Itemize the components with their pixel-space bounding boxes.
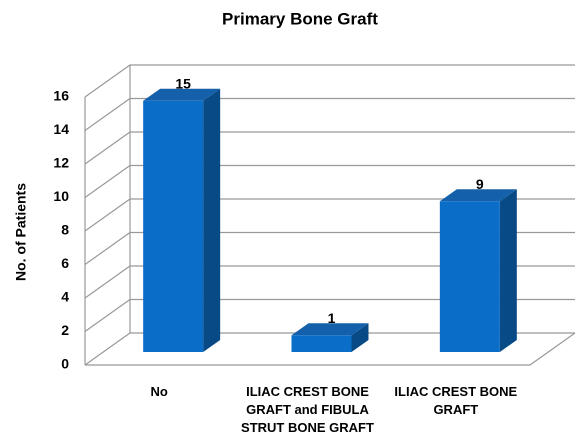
data-label: 9 bbox=[476, 176, 484, 192]
grid-line bbox=[84, 231, 575, 265]
grid-line bbox=[84, 164, 575, 198]
y-axis-label: No. of Patients bbox=[13, 183, 29, 281]
y-tick-label: 2 bbox=[61, 322, 69, 338]
grid-line bbox=[84, 332, 575, 366]
grid-line bbox=[84, 198, 575, 232]
y-tick-label: 12 bbox=[53, 155, 69, 171]
y-tick-label: 14 bbox=[53, 121, 69, 137]
y-tick-label: 16 bbox=[53, 88, 69, 104]
bar-side bbox=[499, 189, 517, 352]
x-tick-label: ILIAC CREST BONE GRAFT and FIBULA STRUT … bbox=[241, 384, 374, 435]
bar-top bbox=[143, 88, 221, 101]
bar bbox=[291, 335, 352, 352]
floor-edge bbox=[85, 332, 576, 366]
data-label: 15 bbox=[175, 75, 191, 91]
bar-side bbox=[203, 88, 221, 352]
bar-side bbox=[351, 323, 369, 352]
grid-line bbox=[84, 64, 575, 98]
grid-line bbox=[84, 131, 575, 165]
y-tick-label: 6 bbox=[61, 255, 69, 271]
y-tick-label: 10 bbox=[53, 188, 69, 204]
data-label: 1 bbox=[328, 310, 336, 326]
x-tick-label: No bbox=[150, 384, 168, 399]
bar-top bbox=[291, 323, 369, 336]
bar bbox=[439, 201, 500, 352]
y-tick-label: 8 bbox=[61, 222, 69, 238]
y-tick-label: 0 bbox=[61, 356, 69, 372]
bar bbox=[143, 100, 204, 352]
x-tick-label: ILIAC CREST BONE GRAFT bbox=[394, 384, 518, 417]
chart-title: Primary Bone Graft bbox=[222, 9, 378, 28]
bar-top bbox=[439, 189, 517, 202]
y-tick-label: 4 bbox=[61, 289, 69, 305]
grid-line bbox=[84, 298, 575, 332]
grid-line bbox=[84, 265, 575, 299]
grid-line bbox=[84, 97, 575, 131]
